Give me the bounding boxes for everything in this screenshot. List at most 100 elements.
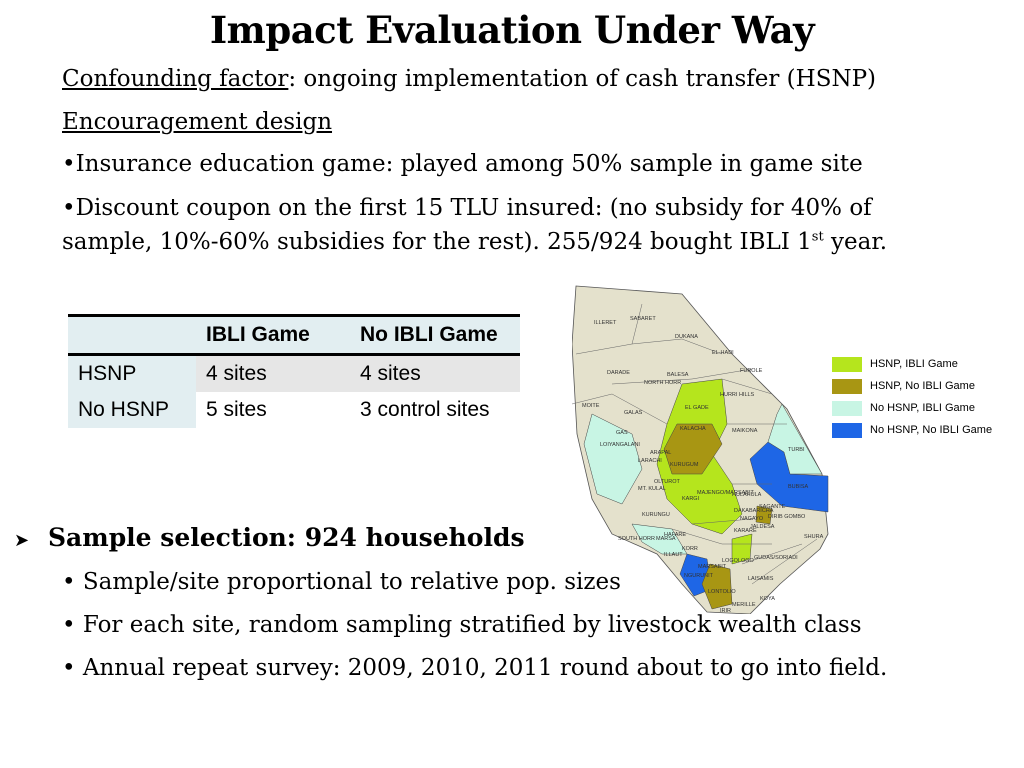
- map-place-label: OLTUROT: [654, 479, 681, 485]
- map-place-label: HAFARE: [664, 532, 686, 538]
- map-place-label: GAS: [616, 430, 628, 436]
- legend-swatch: [832, 400, 862, 416]
- confounding-label: Confounding factor: [62, 66, 289, 92]
- map-place-label: NAGAYO: [740, 516, 764, 522]
- map-place-label: SABARET: [630, 316, 656, 322]
- bullet-coupon-1: •Discount coupon on the first 15 TLU ins…: [62, 195, 872, 221]
- map-region-lime-2: [731, 533, 753, 565]
- map-boundaries: [572, 303, 818, 585]
- map-region-olive-2: [701, 563, 733, 610]
- map-place-label: ILLERET: [594, 320, 617, 326]
- bullet-sample-site: • Sample/site proportional to relative p…: [62, 569, 621, 595]
- map-place-label: EL GADE: [685, 405, 709, 411]
- map-place-label: ILLAUT: [664, 552, 683, 558]
- map-place-label: KURUGUM: [670, 462, 699, 468]
- map-place-label: MERILLE: [732, 602, 756, 608]
- legend-item: HSNP, IBLI Game: [832, 353, 992, 375]
- map-place-label: KORR: [682, 546, 698, 552]
- map-place-label: DIRIB GOMBO: [768, 514, 806, 520]
- map-place-label: KURUNGU: [642, 512, 670, 518]
- confounding-text: : ongoing implementation of cash transfe…: [288, 66, 877, 92]
- map-legend: HSNP, IBLI Game HSNP, No IBLI Game No HS…: [832, 353, 992, 441]
- table-row: HSNP 4 sites 4 sites: [68, 354, 520, 392]
- cell-nohsnp-ibli: 5 sites: [206, 398, 267, 421]
- arrow-bullet-icon: ➤: [14, 530, 30, 551]
- legend-swatch: [832, 356, 862, 372]
- bullet-coupon-2: sample, 10%-60% subsidies for the rest).…: [62, 229, 887, 255]
- map-place-label: BUBISA: [788, 484, 809, 490]
- map-region-olive: [663, 423, 723, 475]
- sample-heading: Sample selection: 924 households: [48, 523, 525, 552]
- slide-title: Impact Evaluation Under Way: [209, 8, 815, 52]
- map-place-label: GALAS: [624, 410, 643, 416]
- legend-label: No HSNP, No IBLI Game: [870, 424, 993, 436]
- legend-swatch: [832, 422, 862, 438]
- map-place-label: MARSABIT: [698, 564, 727, 570]
- legend-swatch: [832, 378, 862, 394]
- encouragement-heading: Encouragement design: [62, 109, 333, 135]
- cell-nohsnp-noibli: 3 control sites: [360, 398, 490, 421]
- map-region-mint-2: [583, 413, 643, 505]
- map-place-label: GUDAS/SORIADI: [754, 555, 798, 561]
- map-place-label: DUKANA: [675, 334, 698, 340]
- bullet-annual-survey: • Annual repeat survey: 2009, 2010, 2011…: [62, 655, 888, 681]
- year-suffix: year.: [823, 229, 888, 255]
- row-label-hsnp: HSNP: [68, 354, 196, 392]
- map-place-label: HURRI HILLS: [720, 392, 755, 398]
- legend-label: HSNP, No IBLI Game: [870, 380, 975, 392]
- legend-item: No HSNP, IBLI Game: [832, 397, 992, 419]
- map-region-mint-3: [631, 523, 688, 555]
- map-place-label: SOUTH HORR: [618, 536, 655, 542]
- marsabit-map: ILLERET SABARET DUKANA EL-HADI DARADE BALESA F…: [572, 285, 829, 614]
- table-header-ibli-game: IBLI Game: [196, 314, 350, 356]
- map-place-label: KALACHA: [680, 426, 706, 432]
- map-place-label: MOITE: [582, 403, 600, 409]
- table-header-no-ibli-game: No IBLI Game: [350, 314, 520, 356]
- table-header-row: IBLI Game No IBLI Game: [68, 314, 520, 356]
- legend-label: No HSNP, IBLI Game: [870, 402, 975, 414]
- map-place-label: MAJENGO/MARSABIT: [697, 490, 754, 496]
- map-place-label: KARGI: [682, 496, 700, 502]
- legend-item: No HSNP, No IBLI Game: [832, 419, 992, 441]
- map-place-label: LOIYANGALANI: [600, 442, 640, 448]
- map-place-label: KOYA: [760, 596, 775, 602]
- map-place-label: DAKABARICHA: [734, 508, 774, 514]
- table-row: No HSNP 5 sites 3 control sites: [68, 392, 520, 428]
- map-place-label: LAISAMIS: [748, 576, 774, 582]
- map-place-label: BALESA: [667, 372, 689, 378]
- map-region-olive-3: [755, 505, 773, 525]
- bullet-coupon-2-text: sample, 10%-60% subsidies for the rest).…: [62, 229, 812, 255]
- cell-hsnp-ibli: 4 sites: [196, 354, 350, 392]
- legend-item: HSNP, No IBLI Game: [832, 375, 992, 397]
- map-labels: ILLERET SABARET DUKANA EL-HADI DARADE BALESA F…: [582, 316, 824, 614]
- map-place-label: EL-HADI: [712, 350, 734, 356]
- map-place-label: LOGOLOGO: [722, 558, 755, 564]
- map-place-label: DARADE: [607, 370, 630, 376]
- map-region-mint: [767, 403, 823, 475]
- bullet-game: •Insurance education game: played among …: [62, 151, 863, 177]
- map-place-label: KARARE: [734, 528, 757, 534]
- map-place-label: JALDESA: [750, 524, 775, 530]
- table-header-empty: [68, 314, 196, 356]
- map-place-label: LONTOLIO: [708, 589, 736, 595]
- superscript-st: st: [811, 229, 824, 245]
- row-label-nohsnp: No HSNP: [68, 392, 196, 428]
- sample-heading-line: ➤ Sample selection: 924 households: [14, 523, 525, 552]
- bullet-random-sampling: • For each site, random sampling stratif…: [62, 612, 862, 638]
- map-place-label: TURBI: [788, 447, 805, 453]
- map-place-label: MARSA: [656, 536, 676, 542]
- design-table: IBLI Game No IBLI Game HSNP 4 sites 4 si…: [68, 314, 520, 428]
- map-place-label: SHURA: [804, 534, 824, 540]
- map-place-label: HULAHULA: [732, 492, 762, 498]
- legend-label: HSNP, IBLI Game: [870, 358, 958, 370]
- map-place-label: LARACHI: [638, 458, 662, 464]
- map-place-label: ARAPAL: [650, 450, 671, 456]
- cell-hsnp-noibli: 4 sites: [350, 354, 520, 392]
- map-place-label: MAIKONA: [732, 428, 758, 434]
- map-place-label: IRIR: [720, 608, 731, 614]
- map-place-label: FUROLE: [740, 368, 763, 374]
- map-place-label: NORTH HORR: [644, 380, 681, 386]
- map-place-label: NGURUNIT: [684, 573, 714, 579]
- map-place-label: SAGANTE: [759, 504, 786, 510]
- confounding-line: Confounding factor: ongoing implementati…: [62, 66, 876, 92]
